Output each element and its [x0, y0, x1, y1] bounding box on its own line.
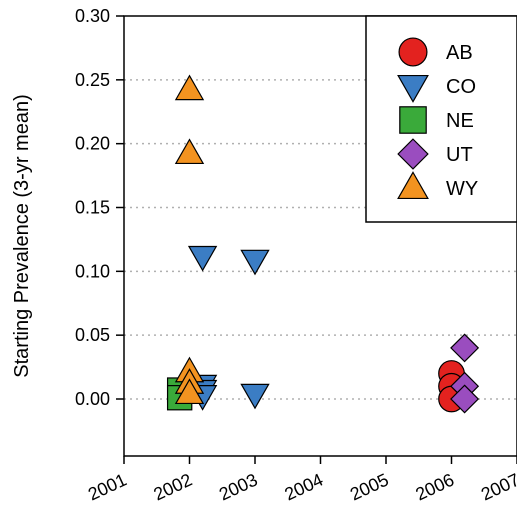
point-ut-0	[450, 333, 480, 363]
x-tick-label-1: 2002	[150, 469, 195, 504]
y-tick-label-1: 0.05	[75, 325, 110, 345]
legend-label-wy: WY	[446, 178, 478, 200]
legend-marker-ut	[397, 138, 429, 170]
point-co-2	[240, 383, 270, 410]
x-tick-label-2: 2003	[216, 469, 261, 504]
legend-label-co: CO	[446, 76, 476, 98]
x-tick-label-4: 2005	[347, 469, 392, 504]
legend-box	[365, 15, 517, 223]
data-points	[166, 74, 480, 414]
legend-label-ne: NE	[446, 110, 474, 132]
legend-label-ab: AB	[446, 42, 473, 64]
point-wy-1	[174, 138, 205, 165]
legend-marker-ab	[398, 37, 428, 67]
point-wy-4	[174, 378, 205, 405]
point-wy-0	[174, 74, 205, 101]
x-tick-label-0: 2001	[85, 469, 130, 504]
point-co-1	[240, 249, 270, 276]
x-tick-label-5: 2006	[412, 469, 457, 504]
y-tick-label-6: 0.30	[75, 6, 110, 26]
y-axis-title: Starting Prevalence (3-yr mean)	[11, 94, 33, 377]
x-tick-label-3: 2004	[281, 469, 326, 504]
legend-marker-co	[397, 74, 429, 103]
legend-marker-wy	[397, 171, 429, 200]
legend-marker-ne	[399, 106, 427, 134]
y-tick-label-5: 0.25	[75, 70, 110, 90]
point-co-0	[187, 245, 218, 272]
y-tick-label-3: 0.15	[75, 198, 110, 218]
point-ut-2	[450, 384, 480, 414]
legend-label-ut: UT	[446, 144, 473, 166]
y-tick-label-0: 0.00	[75, 389, 110, 409]
legend: AB CO NE UT WY	[365, 15, 517, 223]
y-tick-label-4: 0.20	[75, 134, 110, 154]
x-tick-label-6: 2007	[478, 469, 517, 504]
y-tick-label-2: 0.10	[75, 261, 110, 281]
